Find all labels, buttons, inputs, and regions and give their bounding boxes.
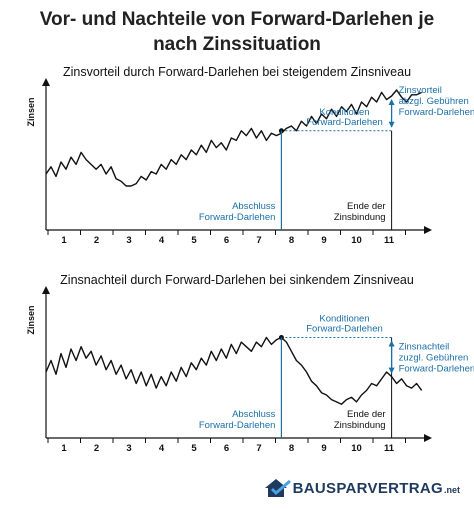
- x-tick-label: 6: [224, 235, 229, 246]
- chart-falling: Zinsnachteil durch Forward-Darlehen bei …: [0, 268, 474, 468]
- x-tick-label: 8: [289, 443, 294, 454]
- x-tick-label: 3: [126, 443, 131, 454]
- chart-falling-svg: Zinsnachteil durch Forward-Darlehen bei …: [26, 273, 474, 454]
- series-line: [45, 336, 423, 405]
- end-label: Ende der Zinsbindung: [334, 409, 386, 431]
- x-tick-label: 10: [351, 443, 362, 454]
- end-label: Ende der Zinsbindung: [334, 201, 386, 223]
- logo-suffix: .net: [443, 485, 460, 495]
- difference-arrow-head-bottom: [388, 121, 395, 128]
- x-tick-label: 2: [94, 235, 99, 246]
- difference-arrow-head-top: [388, 99, 395, 105]
- difference-arrow-head-top: [388, 340, 395, 347]
- series-line: [45, 89, 422, 187]
- y-axis-arrow: [42, 286, 50, 294]
- conditions-label: Konditionen Forward-Darlehen: [306, 314, 383, 335]
- x-tick-label: 11: [384, 443, 395, 454]
- page-title-line-1: Vor- und Nachteile von Forward-Darlehen …: [39, 9, 435, 30]
- contract-label: Abschluss Forward-Darlehen: [199, 409, 276, 431]
- x-tick-label: 5: [191, 235, 197, 246]
- chart-rising-svg: Zinsvorteil durch Forward-Darlehen bei s…: [26, 65, 474, 246]
- x-tick-label: 11: [384, 235, 395, 246]
- x-tick-label: 2: [94, 443, 99, 454]
- x-tick-label: 5: [191, 443, 197, 454]
- x-tick-label: 3: [126, 235, 131, 246]
- x-tick-label: 7: [256, 443, 261, 454]
- x-tick-label: 1: [61, 235, 67, 246]
- x-tick-label: 4: [159, 443, 165, 454]
- chart-title: Zinsnachteil durch Forward-Darlehen bei …: [60, 273, 414, 287]
- x-tick-label: 1: [61, 443, 67, 454]
- house-check-icon: [264, 479, 291, 497]
- x-tick-label: 10: [351, 235, 362, 246]
- x-tick-label: 9: [321, 443, 326, 454]
- x-tick-label: 4: [159, 235, 165, 246]
- chart-rising: Zinsvorteil durch Forward-Darlehen bei s…: [0, 60, 474, 260]
- conditions-label: Konditionen Forward-Darlehen: [306, 107, 383, 128]
- page-title-line-2: nach Zinssituation: [153, 34, 321, 55]
- y-axis-label: Zinsen: [26, 305, 36, 334]
- y-axis-label: Zinsen: [26, 97, 36, 126]
- difference-label: Zinsnachteil zuzgl. Gebühren Forward-Darle…: [399, 342, 474, 375]
- x-tick-label: 8: [289, 235, 294, 246]
- x-tick-label: 9: [321, 235, 326, 246]
- y-axis-arrow: [42, 78, 50, 86]
- contract-label: Abschluss Forward-Darlehen: [199, 201, 276, 223]
- difference-label: Zinsvorteil abzgl. Gebühren Forward-Darleh…: [399, 85, 474, 118]
- page-title: Vor- und Nachteile von Forward-Darlehen …: [0, 7, 474, 57]
- x-axis-arrow: [424, 434, 432, 442]
- brand-logo[interactable]: BAUSPARVERTRAG .net: [263, 477, 460, 499]
- logo-text: BAUSPARVERTRAG: [292, 479, 443, 497]
- x-tick-label: 7: [256, 235, 261, 246]
- chart-title: Zinsvorteil durch Forward-Darlehen bei s…: [63, 65, 411, 79]
- difference-arrow-head-bottom: [388, 367, 395, 374]
- x-tick-label: 6: [224, 443, 229, 454]
- x-axis-arrow: [424, 226, 432, 234]
